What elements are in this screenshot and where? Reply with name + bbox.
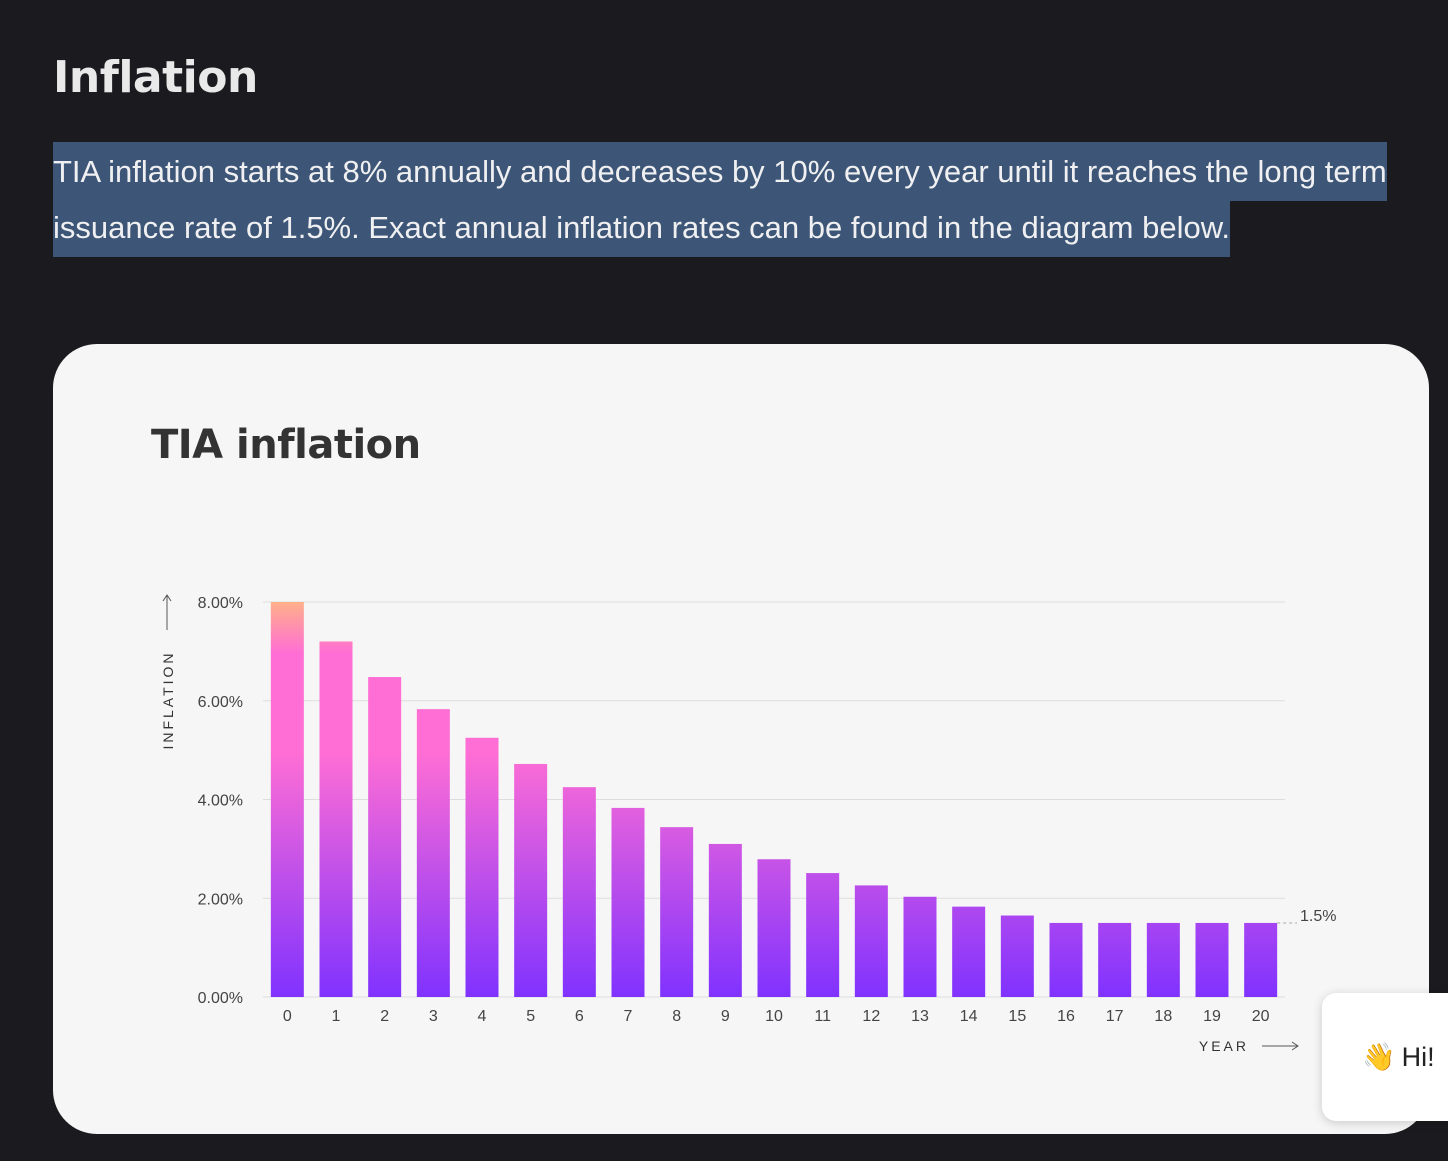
x-tick-label: 18 — [1154, 1008, 1172, 1025]
x-tick-label: 20 — [1252, 1008, 1270, 1025]
intro-paragraph: TIA inflation starts at 8% annually and … — [53, 142, 1398, 257]
x-tick-label: 19 — [1203, 1008, 1221, 1025]
x-tick-label: 1 — [332, 1008, 341, 1025]
inflation-bar-chart: 0.00%2.00%4.00%6.00%8.00%0 1 2 3 4 5 6 7 8 9 10 11 1… — [160, 594, 1336, 1054]
x-tick-label: 15 — [1008, 1008, 1026, 1025]
x-tick-label: 12 — [862, 1008, 880, 1025]
bar-year-15 — [1000, 915, 1034, 997]
x-tick-label: 7 — [624, 1008, 633, 1025]
x-tick-label: 8 — [672, 1008, 681, 1025]
selected-text: TIA inflation starts at 8% annually and … — [53, 142, 1387, 257]
bar-year-12 — [854, 885, 888, 997]
chat-widget-label: Hi! — [1401, 1041, 1435, 1072]
x-tick-label: 4 — [478, 1008, 487, 1025]
x-tick-label: 2 — [380, 1008, 389, 1025]
y-axis-arrowhead-icon — [162, 594, 172, 602]
bar-year-19 — [1195, 922, 1229, 997]
bar-year-14 — [952, 906, 986, 997]
x-tick-label: 6 — [575, 1008, 584, 1025]
y-tick-label: 4.00% — [198, 793, 243, 810]
x-tick-label: 3 — [429, 1008, 438, 1025]
bar-year-20 — [1244, 922, 1278, 997]
x-tick-label: 13 — [911, 1008, 929, 1025]
x-tick-label: 0 — [283, 1008, 292, 1025]
bar-year-18 — [1146, 922, 1180, 997]
bar-year-3 — [416, 709, 450, 997]
bar-year-10 — [757, 859, 791, 997]
chat-widget-button[interactable]: 👋 Hi! — [1322, 993, 1448, 1121]
bar-year-8 — [660, 827, 694, 997]
bar-year-6 — [562, 787, 596, 997]
y-tick-label: 2.00% — [198, 891, 243, 908]
y-axis-label: INFLATION — [160, 650, 176, 749]
bar-year-11 — [806, 873, 840, 997]
annotation-label: 1.5% — [1300, 908, 1336, 925]
bar-year-13 — [903, 896, 937, 997]
x-tick-label: 9 — [721, 1008, 730, 1025]
x-tick-label: 16 — [1057, 1008, 1075, 1025]
waving-hand-icon: 👋 — [1362, 1042, 1396, 1073]
y-tick-label: 0.00% — [198, 990, 243, 1007]
x-tick-label: 10 — [765, 1008, 783, 1025]
bar-year-17 — [1098, 922, 1132, 997]
bar-year-0 — [270, 602, 304, 997]
x-axis-arrowhead-icon — [1291, 1041, 1299, 1051]
bar-year-4 — [465, 737, 499, 997]
bar-year-2 — [368, 677, 402, 997]
page-heading: Inflation — [53, 52, 258, 103]
chart-title: TIA inflation — [151, 422, 421, 468]
chart-card: TIA inflation 0.00% 2.00% 4.00% 6.00% 8.00% 0… — [53, 344, 1429, 1134]
x-tick-label: 11 — [814, 1008, 831, 1025]
y-tick-label: 8.00% — [198, 595, 243, 612]
x-tick-label: 5 — [526, 1008, 535, 1025]
x-tick-label: 17 — [1106, 1008, 1124, 1025]
x-axis-label: YEAR — [1199, 1038, 1249, 1054]
y-tick-label: 6.00% — [198, 694, 243, 711]
bar-year-9 — [708, 843, 742, 997]
bar-year-5 — [514, 763, 548, 997]
bar-year-1 — [319, 641, 353, 997]
bar-year-16 — [1049, 922, 1083, 997]
bar-year-7 — [611, 807, 645, 997]
x-tick-label: 14 — [960, 1008, 978, 1025]
